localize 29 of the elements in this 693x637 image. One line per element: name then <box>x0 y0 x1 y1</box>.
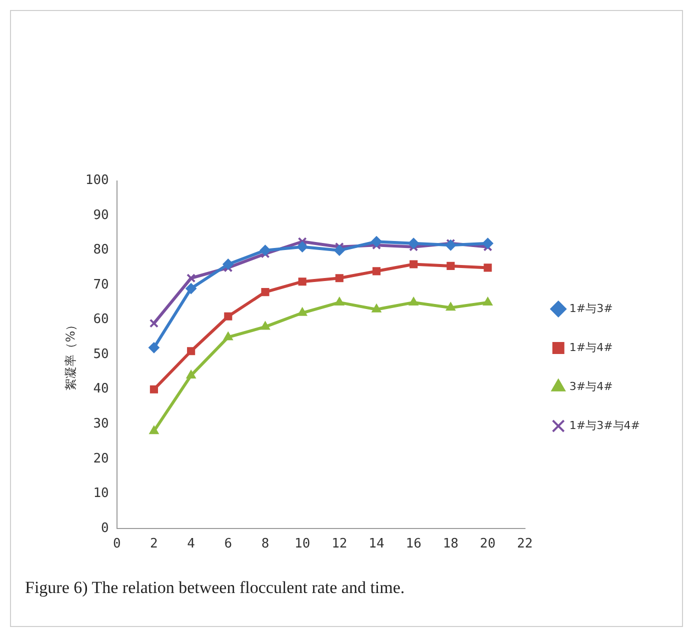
y-tick-label: 80 <box>93 242 109 258</box>
x-tick-label: 22 <box>517 536 533 552</box>
x-tick-label: 0 <box>112 536 121 552</box>
y-tick-label: 20 <box>93 451 109 466</box>
y-tick-label: 40 <box>93 382 109 397</box>
y-tick-label: 0 <box>101 520 109 536</box>
y-tick-label: 10 <box>93 486 109 502</box>
legend-label: 1#与4# <box>569 340 613 354</box>
y-tick-label: 70 <box>93 277 109 292</box>
x-tick-label: 20 <box>480 536 496 552</box>
x-tick-label: 6 <box>224 536 232 552</box>
y-tick-label: 50 <box>93 346 109 362</box>
x-tick-label: 8 <box>261 536 270 552</box>
legend-label: 3#与4# <box>569 380 613 393</box>
y-axis-title: 絮凝率（%） <box>63 318 78 390</box>
legend-label: 1#与3#与4# <box>569 418 640 432</box>
y-tick-label: 60 <box>93 312 109 328</box>
x-tick-label: 12 <box>332 536 348 552</box>
x-tick-label: 14 <box>368 536 384 552</box>
x-tick-label: 16 <box>406 536 422 552</box>
legend-label: 1#与3# <box>569 302 613 315</box>
x-tick-label: 4 <box>187 536 196 552</box>
y-tick-label: 90 <box>93 208 109 223</box>
x-tick-label: 2 <box>150 536 158 552</box>
y-tick-label: 100 <box>85 173 109 188</box>
y-tick-label: 30 <box>93 416 109 432</box>
caption: Figure 6) The relation between flocculent rate and time. <box>25 578 405 598</box>
x-tick-label: 10 <box>294 536 310 552</box>
x-tick-label: 18 <box>442 536 459 552</box>
